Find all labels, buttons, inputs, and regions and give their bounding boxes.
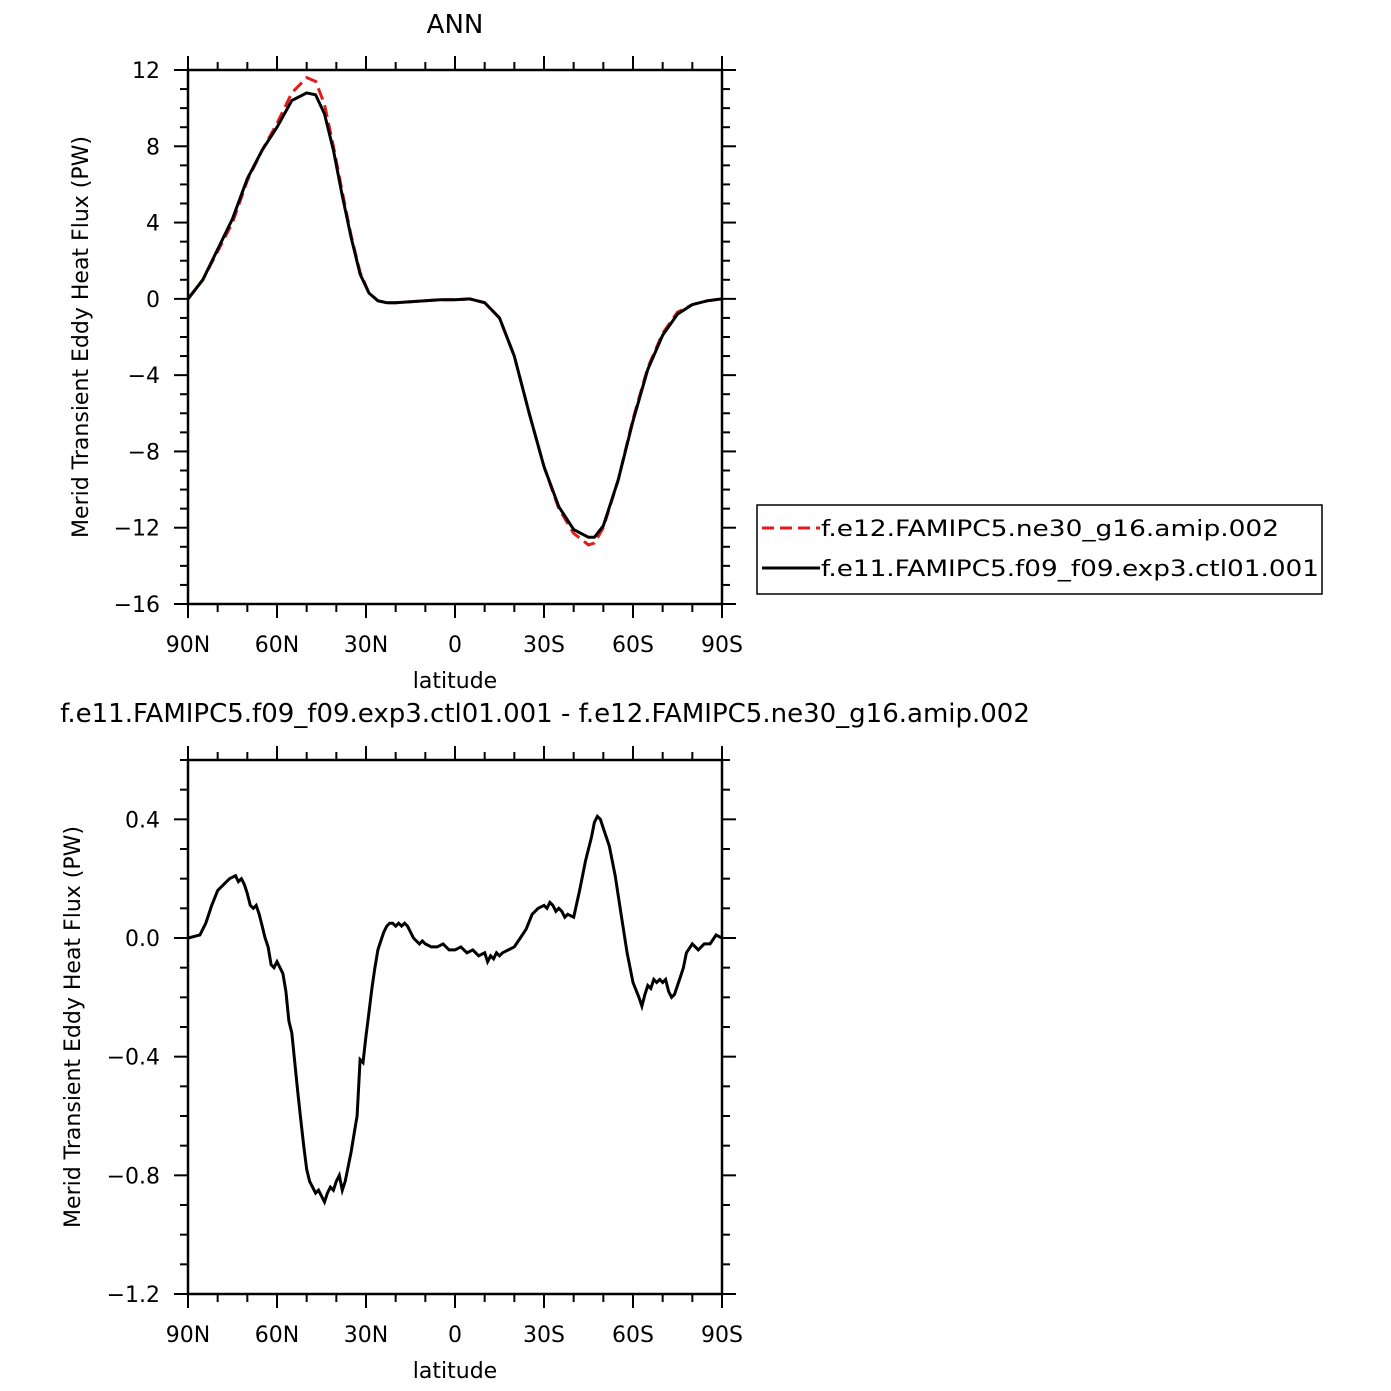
x-axis-label: latitude — [413, 1359, 497, 1384]
bottom-panel: f.e11.FAMIPC5.f09_f09.exp3.ctl01.001 - f… — [60, 699, 1030, 1384]
y-tick-label: 8 — [146, 135, 160, 160]
chart-title: ANN — [427, 10, 484, 40]
x-tick-label: 30N — [344, 1323, 388, 1348]
y-tick-label: −4 — [128, 364, 160, 389]
x-tick-label: 30S — [523, 1323, 565, 1348]
x-tick-label: 90N — [166, 1323, 210, 1348]
y-tick-label: 12 — [132, 59, 160, 84]
x-tick-label: 90S — [701, 1323, 743, 1348]
x-axis-label: latitude — [413, 669, 497, 694]
plot-frame — [186, 758, 724, 1296]
legend-entry-label: f.e12.FAMIPC5.ne30_g16.amip.002 — [821, 517, 1279, 542]
y-tick-label: 0.4 — [125, 808, 160, 833]
x-tick-label: 90S — [701, 633, 743, 658]
y-tick-label: 4 — [146, 212, 160, 237]
y-tick-label: −16 — [114, 593, 160, 618]
y-tick-label: 0 — [146, 288, 160, 313]
legend-entry-label: f.e11.FAMIPC5.f09_f09.exp3.ctl01.001 — [821, 557, 1319, 582]
y-tick-label: 0.0 — [125, 927, 160, 952]
y-axis-label: Merid Transient Eddy Heat Flux (PW) — [61, 826, 86, 1228]
y-tick-label: −12 — [114, 517, 160, 542]
top-panel: ANN 90N 60N 30N 0 30S 60S 90S −16 −12 −8 −4 0 4 8 12 lat… — [69, 10, 743, 694]
series-line-1 — [188, 91, 722, 539]
x-tick-label: 0 — [448, 1323, 462, 1348]
y-tick-label: −0.8 — [107, 1164, 160, 1189]
x-tick-label: 60S — [612, 633, 654, 658]
y-axis-label: Merid Transient Eddy Heat Flux (PW) — [69, 136, 94, 538]
y-tick-label: −1.2 — [107, 1283, 160, 1308]
y-tick-label: −0.4 — [107, 1046, 160, 1071]
x-tick-label: 0 — [448, 633, 462, 658]
y-tick-label: −8 — [128, 440, 160, 465]
x-tick-label: 60N — [255, 633, 299, 658]
series-line-0 — [188, 75, 722, 547]
series-line-0 — [188, 813, 722, 1206]
legend: f.e12.FAMIPC5.ne30_g16.amip.002 f.e11.FAM… — [756, 504, 1323, 595]
x-tick-label: 60S — [612, 1323, 654, 1348]
plot-frame — [186, 68, 724, 606]
x-tick-label: 60N — [255, 1323, 299, 1348]
legend-box — [756, 504, 1323, 595]
x-tick-label: 30N — [344, 633, 388, 658]
x-tick-label: 90N — [166, 633, 210, 658]
x-tick-label: 30S — [523, 633, 565, 658]
chart-title: f.e11.FAMIPC5.f09_f09.exp3.ctl01.001 - f… — [60, 699, 1030, 729]
